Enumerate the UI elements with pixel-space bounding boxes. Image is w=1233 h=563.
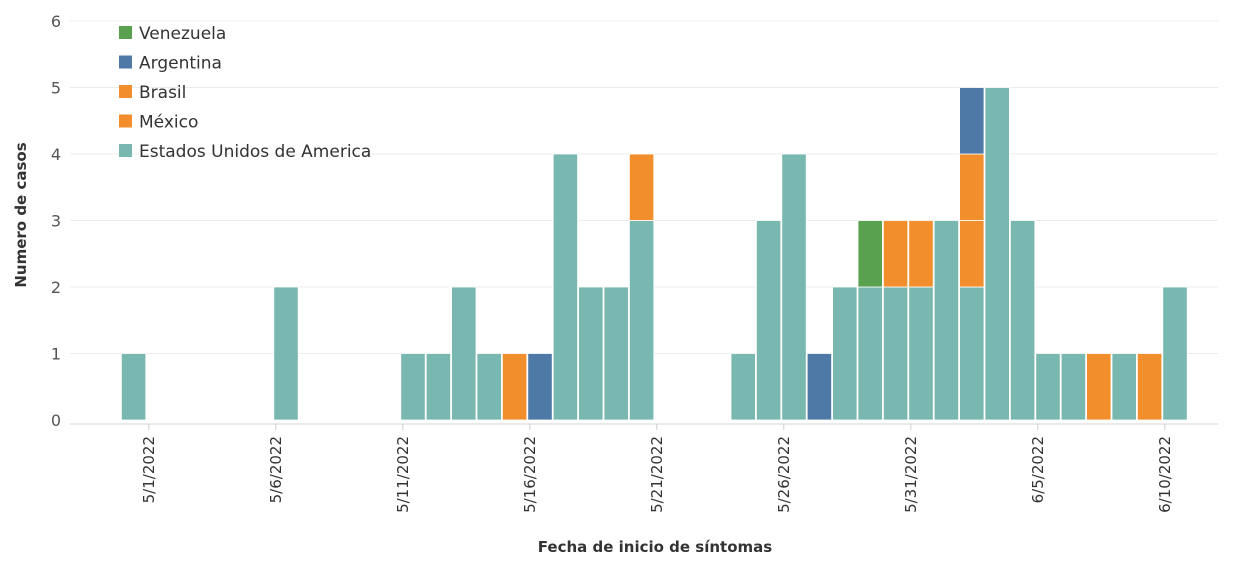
x-axis: 5/1/2022 5/6/2022 5/11/2022 5/16/2022 5/21/2… bbox=[140, 424, 1174, 513]
x-tick-label: 5/1/2022 bbox=[140, 436, 158, 503]
x-tick-label: 5/26/2022 bbox=[775, 436, 793, 513]
legend-label: Venezuela bbox=[139, 24, 226, 44]
bar-segment bbox=[1162, 286, 1188, 421]
bar-segment bbox=[1086, 353, 1112, 421]
bar-segment bbox=[501, 353, 528, 421]
x-tick-label: 5/21/2022 bbox=[648, 436, 666, 513]
legend-label: Brasil bbox=[139, 83, 186, 103]
bar-segment bbox=[959, 87, 985, 155]
y-axis-title: Numero de casos bbox=[12, 142, 30, 287]
bar-segment bbox=[756, 220, 782, 421]
bar-segment bbox=[400, 353, 426, 421]
bar-segment bbox=[476, 353, 502, 421]
y-axis: 0 1 2 3 4 5 6 bbox=[51, 12, 61, 430]
y-tick-label: 0 bbox=[51, 411, 61, 430]
bars bbox=[121, 87, 1188, 421]
bar-segment bbox=[629, 220, 655, 421]
y-tick-label: 6 bbox=[51, 12, 61, 31]
bar-segment bbox=[603, 286, 629, 421]
legend-label: Estados Unidos de America bbox=[139, 142, 371, 162]
bar-segment bbox=[908, 286, 934, 421]
bar-segment bbox=[959, 220, 985, 288]
bar-segment bbox=[883, 220, 909, 288]
bar-segment bbox=[857, 286, 883, 421]
legend-swatch bbox=[119, 26, 132, 39]
bar-segment bbox=[1010, 220, 1036, 421]
x-tick-label: 6/5/2022 bbox=[1029, 436, 1047, 503]
legend-swatch bbox=[119, 144, 132, 157]
legend-swatch bbox=[119, 114, 132, 128]
y-tick-label: 2 bbox=[51, 278, 61, 297]
bar-segment bbox=[908, 220, 934, 288]
y-tick-label: 5 bbox=[51, 79, 61, 98]
legend-label: Argentina bbox=[139, 54, 222, 74]
bar-segment bbox=[1137, 353, 1163, 421]
bar-segment bbox=[527, 353, 553, 421]
x-axis-title: Fecha de inicio de síntomas bbox=[538, 538, 772, 556]
bar-segment bbox=[959, 153, 985, 221]
bar-segment bbox=[832, 286, 858, 421]
bar-segment bbox=[1035, 353, 1061, 421]
bar-segment bbox=[629, 153, 655, 221]
bar-segment bbox=[933, 220, 960, 421]
legend: Venezuela Argentina Brasil México Estados Un… bbox=[119, 24, 371, 162]
x-tick-label: 5/16/2022 bbox=[521, 436, 539, 513]
x-tick-label: 5/31/2022 bbox=[902, 436, 920, 513]
bar-segment bbox=[121, 353, 147, 421]
bar-segment bbox=[1060, 353, 1086, 421]
x-tick-label: 6/10/2022 bbox=[1156, 436, 1174, 513]
bar-segment bbox=[984, 87, 1010, 421]
y-tick-label: 3 bbox=[51, 212, 61, 231]
y-tick-label: 4 bbox=[51, 145, 61, 164]
legend-swatch bbox=[119, 55, 132, 69]
bar-segment bbox=[451, 286, 477, 421]
x-tick-label: 5/11/2022 bbox=[394, 436, 412, 513]
bar-segment bbox=[425, 353, 452, 421]
bar-segment bbox=[273, 286, 299, 421]
bar-segment bbox=[883, 286, 909, 421]
bar-segment bbox=[730, 353, 756, 421]
bar-segment bbox=[1111, 353, 1137, 421]
bar-segment bbox=[552, 153, 579, 421]
bar-segment bbox=[806, 353, 833, 421]
bar-segment bbox=[781, 153, 807, 421]
bar-segment bbox=[578, 286, 604, 421]
bar-segment bbox=[959, 286, 985, 421]
x-tick-label: 5/6/2022 bbox=[267, 436, 285, 503]
legend-swatch bbox=[119, 85, 132, 98]
bar-segment bbox=[857, 220, 883, 288]
legend-label: México bbox=[139, 113, 198, 133]
y-tick-label: 1 bbox=[51, 345, 61, 364]
